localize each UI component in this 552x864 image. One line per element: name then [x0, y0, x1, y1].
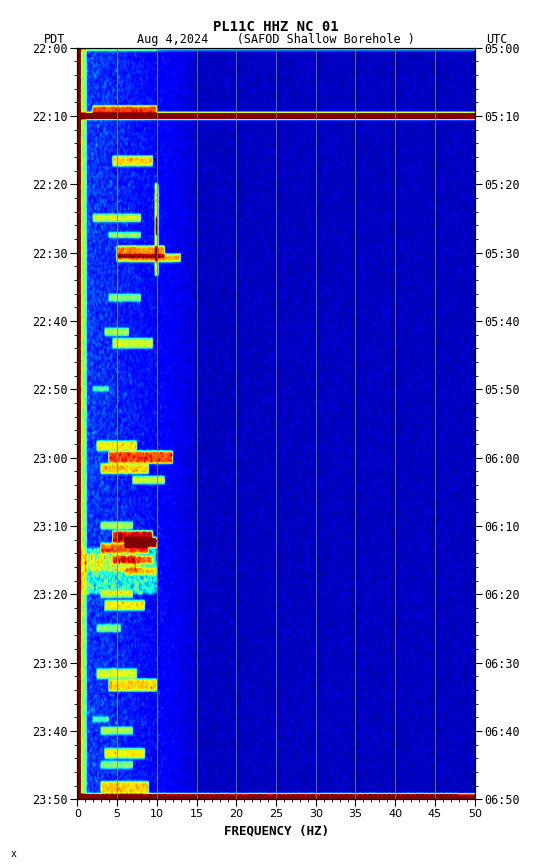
Text: PDT: PDT	[44, 33, 66, 46]
X-axis label: FREQUENCY (HZ): FREQUENCY (HZ)	[224, 824, 328, 837]
Text: UTC: UTC	[486, 33, 508, 46]
Text: x: x	[11, 849, 17, 859]
Text: PL11C HHZ NC 01: PL11C HHZ NC 01	[213, 20, 339, 34]
Text: Aug 4,2024    (SAFOD Shallow Borehole ): Aug 4,2024 (SAFOD Shallow Borehole )	[137, 33, 415, 46]
